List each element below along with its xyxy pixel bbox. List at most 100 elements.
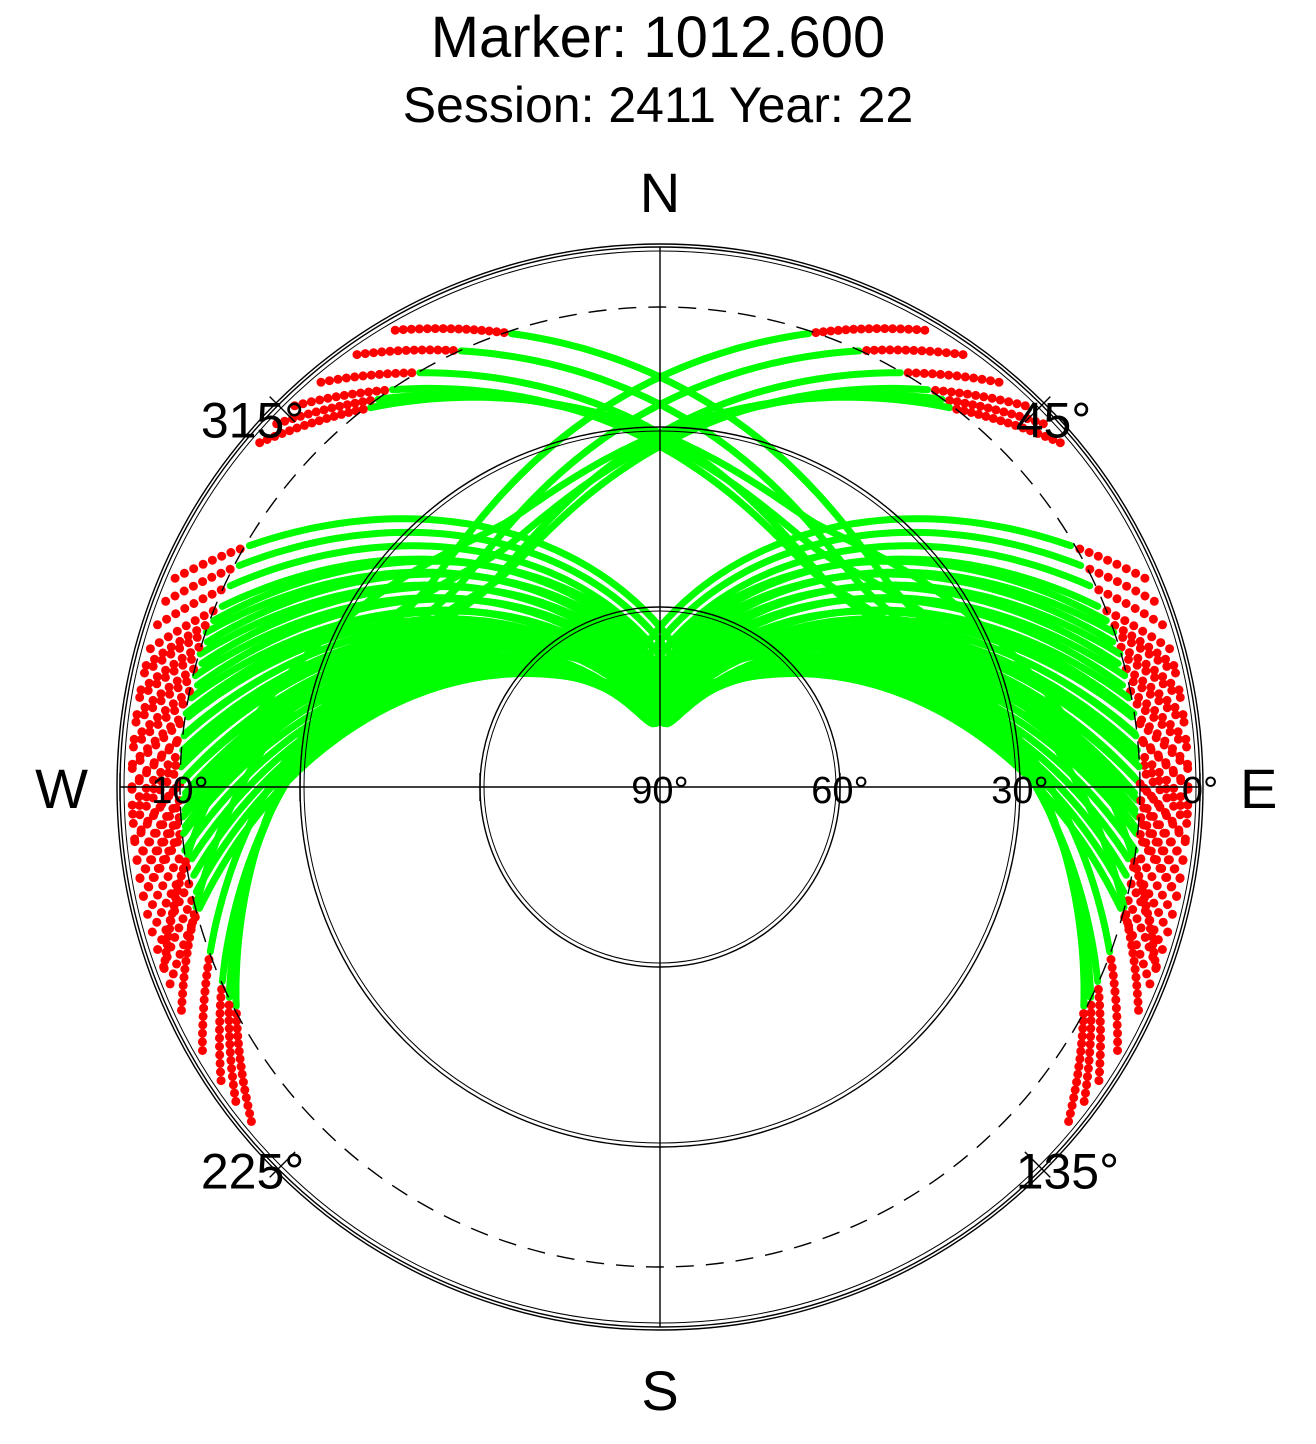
flagged-observation: [1176, 792, 1186, 802]
flagged-observation: [356, 388, 366, 398]
flagged-observation: [372, 386, 382, 396]
satellite-track: [224, 345, 968, 1106]
chart-title: Marker: 1012.600: [430, 5, 886, 70]
flagged-observation: [1077, 1039, 1087, 1049]
flagged-observation: [137, 727, 147, 737]
flagged-observation: [1122, 917, 1132, 927]
flagged-observation: [202, 970, 212, 980]
flagged-observation: [159, 837, 169, 847]
flagged-observation: [149, 760, 159, 770]
flagged-observation: [1112, 1011, 1122, 1021]
flagged-observation: [1175, 692, 1185, 702]
flagged-observation: [151, 828, 161, 838]
flagged-observation: [165, 689, 175, 699]
flagged-observation: [1143, 726, 1153, 735]
flagged-observation: [336, 409, 346, 419]
flagged-observation: [1183, 800, 1193, 810]
flagged-observation: [177, 997, 187, 1007]
flagged-observation: [969, 373, 979, 383]
flagged-observation: [143, 909, 153, 919]
flagged-observation: [170, 752, 180, 762]
flagged-observation: [1137, 683, 1147, 693]
flagged-observation: [1085, 1039, 1095, 1049]
flagged-observation: [1166, 837, 1176, 847]
flagged-observation: [164, 745, 174, 755]
flagged-observation: [1182, 742, 1191, 752]
cardinal-label-west: W: [35, 757, 88, 820]
flagged-observation: [224, 1031, 234, 1041]
flagged-observation: [1003, 418, 1013, 428]
flagged-observation: [1086, 1016, 1096, 1026]
flagged-observation: [158, 729, 168, 739]
flagged-observation: [901, 345, 911, 355]
flagged-observation: [1112, 1020, 1122, 1030]
flagged-observation: [1142, 821, 1152, 831]
flagged-observation: [179, 972, 189, 982]
elevation-label: 10°: [151, 770, 208, 812]
flagged-observation: [156, 752, 166, 762]
flagged-observation: [966, 408, 976, 417]
flagged-observation: [1144, 642, 1154, 652]
flagged-observation: [1113, 1037, 1123, 1047]
flagged-observation: [140, 702, 150, 712]
flagged-observation: [358, 397, 368, 407]
flagged-observation: [1134, 1005, 1143, 1015]
flagged-observation: [327, 403, 337, 413]
flagged-observation: [1085, 564, 1095, 574]
flagged-observation: [1157, 864, 1167, 873]
flagged-observation: [1109, 979, 1119, 988]
flagged-observation: [167, 846, 177, 855]
flagged-observation: [215, 1050, 225, 1060]
flagged-observation: [1161, 758, 1171, 768]
flagged-observation: [187, 654, 196, 664]
flagged-observation: [1174, 685, 1184, 695]
flagged-observation: [161, 596, 171, 606]
flagged-observation: [225, 1039, 235, 1049]
flagged-observation: [186, 925, 196, 935]
flagged-observation: [1094, 585, 1104, 595]
flagged-observation: [399, 368, 409, 378]
flagged-observation: [154, 638, 164, 648]
flagged-observation: [492, 327, 502, 337]
flagged-observation: [1075, 1054, 1085, 1064]
flagged-observation: [996, 416, 1006, 426]
flagged-observation: [1162, 775, 1171, 785]
azimuth-tick: [1024, 1151, 1051, 1178]
flagged-observation: [1140, 752, 1150, 762]
flagged-observation: [1153, 655, 1163, 665]
flagged-observation: [1155, 820, 1164, 830]
flagged-observation: [425, 345, 435, 355]
flagged-observation: [149, 873, 159, 882]
flagged-observation: [1148, 812, 1158, 821]
flagged-observation: [1086, 1024, 1096, 1033]
flagged-observation: [811, 328, 821, 338]
flagged-observation: [149, 775, 158, 785]
flagged-observation: [1128, 948, 1138, 958]
flagged-observation: [224, 1008, 234, 1018]
flagged-observation: [856, 324, 866, 334]
flagged-observation: [991, 405, 1001, 415]
flagged-observation: [1138, 886, 1147, 896]
flagged-observation: [157, 799, 167, 809]
flagged-observation: [153, 846, 163, 856]
flagged-observation: [1159, 846, 1169, 856]
flagged-observation: [1130, 964, 1140, 974]
flagged-observation: [1033, 429, 1043, 438]
flagged-observation: [1153, 837, 1163, 847]
flagged-observation: [1175, 800, 1185, 810]
flagged-observation: [933, 347, 943, 357]
flagged-observation: [1153, 750, 1163, 760]
flagged-observation: [228, 1072, 237, 1082]
flagged-observation: [144, 678, 154, 688]
flagged-observation: [1159, 740, 1169, 750]
flagged-observation: [319, 405, 329, 415]
elevation-label: 60°: [811, 770, 868, 812]
flagged-observation: [155, 863, 165, 873]
flagged-observation: [168, 969, 178, 979]
track-segment: [235, 528, 1128, 896]
flagged-observation: [128, 809, 138, 819]
flagged-observation: [1142, 863, 1151, 873]
flagged-observation: [1085, 1047, 1095, 1057]
flagged-observation: [316, 377, 326, 387]
flagged-observation: [1154, 908, 1164, 917]
